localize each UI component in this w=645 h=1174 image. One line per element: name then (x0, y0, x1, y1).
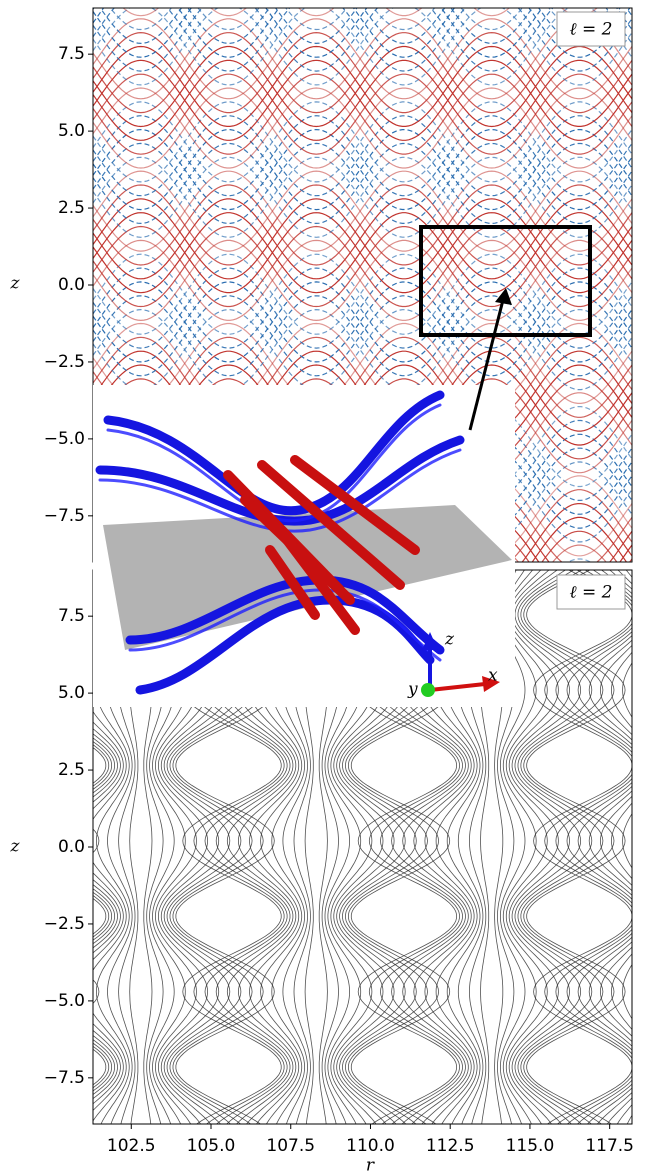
y-tick-label: −7.5 (44, 506, 85, 526)
x-tick-label: 107.5 (266, 1136, 315, 1156)
inset-axis-label: z (444, 630, 455, 650)
x-tick-label: 112.5 (426, 1136, 475, 1156)
y-tick-label: −7.5 (44, 1068, 85, 1088)
y-tick-label: 2.5 (58, 760, 85, 780)
inset-3d: z x y (93, 385, 515, 707)
y-axis-label: z (10, 837, 21, 857)
contour-line (93, 116, 632, 196)
y-tick-label: −5.0 (44, 991, 85, 1011)
y-tick-label: 0.0 (58, 837, 85, 857)
y-axis-label: z (10, 274, 21, 294)
x-tick-label: 102.5 (107, 1136, 156, 1156)
y-tick-label: 2.5 (58, 198, 85, 218)
contour-line (93, 282, 632, 362)
contour-line (93, 0, 632, 2)
annotation: ℓ = 2 (570, 583, 613, 603)
zoom-box (421, 227, 590, 335)
streamline (0, 570, 54, 1124)
contour-line (93, 130, 632, 210)
y-tick-label: 5.0 (58, 683, 85, 703)
inset-axis-label: x (488, 666, 498, 686)
x-tick-label: 105.0 (187, 1136, 236, 1156)
streamline (0, 570, 10, 1124)
streamline (509, 570, 558, 1124)
figure: ℓ = 2 ℓ = 2 z z r z x y 7.5 5.0 2.5 0.0 −2.5… (0, 0, 645, 1174)
contour-line (93, 116, 632, 196)
contour-line (93, 144, 632, 224)
x-axis-label: r (366, 1156, 375, 1174)
contour-line (93, 0, 632, 71)
inset-axis-label: y (407, 680, 418, 700)
y-tick-label: −2.5 (44, 914, 85, 934)
streamline (589, 570, 645, 1124)
contour-line (93, 143, 632, 223)
x-tick-label: 117.5 (585, 1136, 634, 1156)
contour-line (93, 282, 632, 362)
streamline (0, 570, 43, 1124)
x-tick-label: 115.0 (506, 1136, 555, 1156)
y-tick-label: −2.5 (44, 352, 85, 372)
contour-line (93, 130, 632, 210)
x-tick-label: 110.0 (346, 1136, 395, 1156)
contour-line (93, 19, 632, 99)
contour-line (93, 0, 632, 2)
y-tick-label: 7.5 (58, 44, 85, 64)
annotation: ℓ = 2 (570, 20, 613, 40)
streamline (634, 570, 645, 1124)
y-tick-label: 0.0 (58, 275, 85, 295)
axis-y (421, 683, 435, 697)
y-tick-label: 5.0 (58, 121, 85, 141)
y-tick-label: −5.0 (44, 429, 85, 449)
y-tick-label: 7.5 (58, 606, 85, 626)
